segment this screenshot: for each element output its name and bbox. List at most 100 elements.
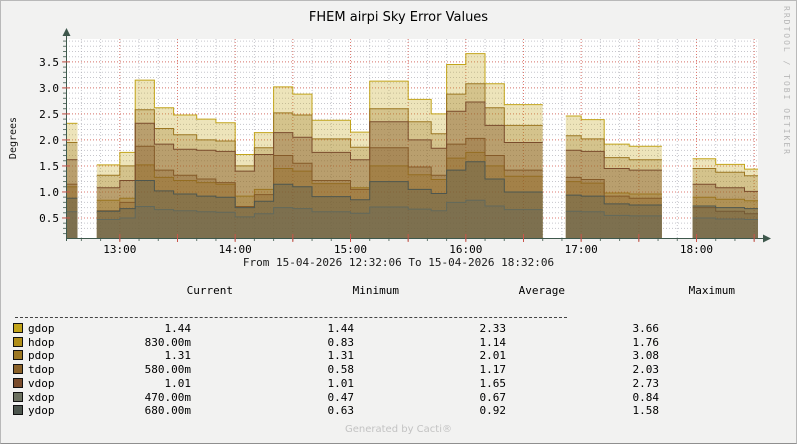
y-tick-label: 3.5 — [39, 56, 59, 69]
line-pdop — [692, 168, 758, 177]
legend-header-current: Current — [186, 284, 233, 297]
x-tick-label: 16:00 — [449, 243, 482, 256]
legend-swatch-vdop — [13, 377, 23, 388]
line-vdop — [96, 101, 543, 189]
line-tdop — [565, 176, 662, 199]
legend-swatch-pdop — [13, 350, 23, 361]
line-tdop — [692, 207, 758, 215]
legend-swatch-gdop — [13, 323, 23, 333]
line-hdop — [96, 151, 543, 201]
area-hdop — [96, 152, 543, 238]
area-tdop — [565, 177, 662, 238]
area-ydop — [66, 198, 78, 238]
legend-value-current: 1.01 — [164, 376, 192, 390]
legend-swatch-tdop — [13, 364, 23, 375]
legend-header-minimum: Minimum — [352, 284, 399, 297]
legend-value-average: 1.17 — [479, 363, 507, 377]
line-vdop — [692, 183, 758, 192]
time-range-label: From 15-04-2026 12:32:06 To 15-04-2026 1… — [242, 256, 555, 269]
legend-value-average: 0.67 — [479, 390, 507, 404]
chart-title: FHEM airpi Sky Error Values — [308, 10, 489, 25]
line-xdop — [692, 217, 758, 220]
legend-value-maximum: 3.08 — [632, 349, 660, 363]
area-tdop — [96, 138, 543, 238]
line-ydop — [96, 161, 543, 212]
line-xdop — [565, 210, 662, 217]
legend-header-average: Average — [518, 284, 565, 297]
rrdtool-watermark: RRDTOOL / TOBI OETIKER — [782, 6, 791, 156]
y-tick-label: 0.5 — [39, 212, 59, 225]
line-pdop — [96, 83, 543, 176]
legend-value-maximum: 0.84 — [632, 390, 660, 404]
legend-series-label: gdop — [28, 322, 55, 335]
line-gdop — [565, 115, 662, 147]
area-xdop — [565, 211, 662, 238]
legend-series-label: hdop — [28, 335, 55, 349]
area-xdop — [96, 200, 543, 238]
legend-value-minimum: 1.01 — [327, 376, 355, 390]
x-tick-label: 14:00 — [219, 243, 252, 256]
area-ydop — [692, 206, 758, 238]
area-ydop — [565, 195, 662, 238]
y-tick-label: 1.0 — [39, 186, 59, 199]
chart-canvas: 13:00 14:00 15:00 16:00 17:00 18:00 0.5 1.0 1.5 2… — [39, 28, 771, 256]
x-axis-arrow — [763, 234, 771, 243]
legend-value-current: 580.00m — [144, 363, 191, 377]
legend-value-current: 680.00m — [144, 404, 191, 418]
area-pdop — [565, 135, 662, 238]
area-hdop — [66, 186, 78, 238]
legend-value-current: 1.44 — [164, 322, 192, 335]
area-gdop — [66, 123, 78, 238]
line-xdop — [96, 199, 543, 220]
y-tick-label: 2.0 — [39, 134, 59, 147]
legend-value-average: 2.01 — [479, 349, 507, 363]
legend-swatch-ydop — [13, 405, 23, 416]
legend-value-maximum: 2.03 — [632, 363, 660, 377]
area-vdop — [692, 184, 758, 238]
line-gdop — [96, 53, 543, 166]
line-ydop — [565, 194, 662, 206]
legend-swatch-xdop — [13, 391, 23, 402]
legend-swatch-hdop — [13, 336, 23, 347]
legend-value-minimum: 0.63 — [327, 404, 355, 418]
legend-value-minimum: 1.31 — [327, 349, 355, 363]
line-ydop — [692, 205, 758, 210]
y-tick-label: 1.5 — [39, 160, 59, 173]
x-tick-label: 15:00 — [334, 243, 367, 256]
legend-value-average: 0.92 — [479, 404, 507, 418]
area-pdop — [96, 83, 543, 238]
area-tdop — [692, 207, 758, 238]
legend-value-current: 1.31 — [164, 349, 192, 363]
y-tick-label: 2.5 — [39, 108, 59, 121]
line-hdop — [692, 196, 758, 202]
line-pdop — [565, 135, 662, 161]
area-xdop — [692, 218, 758, 238]
legend-value-maximum: 1.76 — [632, 335, 660, 349]
line-vdop — [565, 149, 662, 171]
x-tick-label: 17:00 — [565, 243, 598, 256]
legend-series-label: xdop — [28, 390, 55, 404]
legend-value-minimum: 1.44 — [327, 322, 355, 335]
area-pdop — [692, 168, 758, 238]
generator-credit: Generated by Cacti® — [345, 424, 452, 435]
area-tdop — [66, 184, 78, 238]
legend-series-label: ydop — [28, 404, 55, 418]
line-gdop — [692, 158, 758, 170]
legend-value-average: 1.65 — [479, 376, 507, 390]
legend-value-current: 470.00m — [144, 390, 191, 404]
legend-value-maximum: 2.73 — [632, 376, 660, 390]
legend-series-label: vdop — [28, 376, 55, 390]
legend-value-average: 1.14 — [479, 335, 507, 349]
legend-series-label: tdop — [28, 363, 55, 377]
legend-value-current: 830.00m — [144, 335, 191, 349]
y-axis-arrow — [62, 28, 71, 36]
legend-value-maximum: 1.58 — [632, 404, 660, 418]
legend-value-minimum: 0.83 — [327, 335, 355, 349]
legend-value-average: 2.33 — [479, 322, 507, 335]
area-vdop — [96, 102, 543, 238]
legend-header-maximum: Maximum — [688, 284, 735, 297]
legend-separator — [15, 317, 567, 318]
legend-value-minimum: 0.47 — [327, 390, 355, 404]
